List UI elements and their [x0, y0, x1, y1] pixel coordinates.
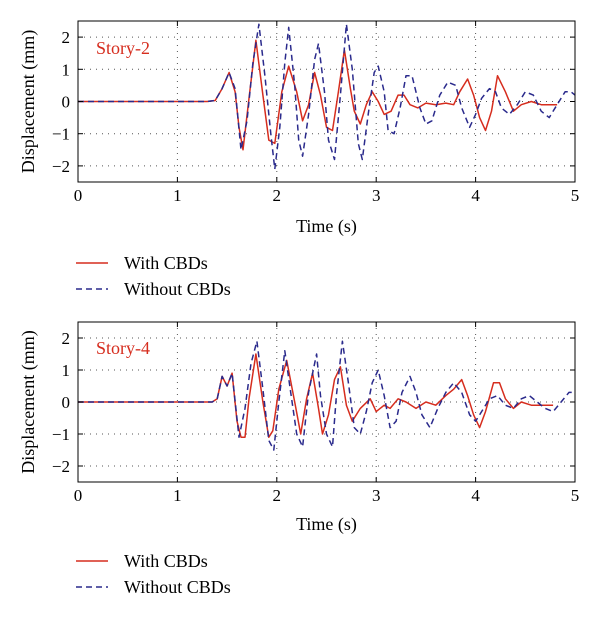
series-line-with-cbds — [78, 39, 558, 151]
x-tick-label: 5 — [571, 486, 580, 505]
x-tick-label: 4 — [471, 186, 480, 205]
x-axis-title: Time (s) — [296, 514, 357, 535]
y-tick-label: 0 — [62, 93, 71, 112]
x-tick-label: 3 — [372, 486, 381, 505]
legend: With CBDs Without CBDs — [76, 253, 231, 299]
x-tick-label: 1 — [173, 186, 182, 205]
y-tick-label: −1 — [52, 125, 70, 144]
y-tick-label: 2 — [62, 28, 71, 47]
panel-label: Story-2 — [96, 38, 150, 58]
y-tick-label: −1 — [52, 425, 70, 444]
y-tick-label: 1 — [62, 60, 71, 79]
x-tick-label: 0 — [74, 186, 83, 205]
x-tick-label: 4 — [471, 486, 480, 505]
series-line-without-cbds — [78, 340, 575, 451]
y-axis-title: Displacement (mm) — [18, 330, 39, 473]
legend-label: With CBDs — [124, 551, 208, 571]
x-tick-label: 5 — [571, 186, 580, 205]
legend: With CBDs Without CBDs — [76, 551, 231, 597]
y-axis-title: Displacement (mm) — [18, 30, 39, 173]
x-tick-label: 3 — [372, 186, 381, 205]
y-tick-label: 2 — [62, 329, 71, 348]
chart-panel-1: 0 1 2 3 4 5 −2 −1 0 1 2 Time (s) Displacement (mm) St… — [18, 20, 579, 299]
y-tick-label: −2 — [52, 157, 70, 176]
x-tick-label: 1 — [173, 486, 182, 505]
series-line-with-cbds — [78, 353, 554, 438]
x-axis-title: Time (s) — [296, 216, 357, 237]
chart-panel-2: 0 1 2 3 4 5 −2 −1 0 1 2 Time (s) Displacement (mm) St… — [18, 321, 579, 597]
y-tick-label: 1 — [62, 361, 71, 380]
y-tick-label: −2 — [52, 457, 70, 476]
ticks: 0 1 2 3 4 5 −2 −1 0 1 2 — [52, 322, 579, 505]
y-tick-label: 0 — [62, 393, 71, 412]
x-tick-label: 2 — [273, 186, 282, 205]
x-tick-label: 2 — [273, 486, 282, 505]
legend-label: Without CBDs — [124, 577, 231, 597]
series-line-without-cbds — [78, 23, 575, 170]
grid — [78, 21, 575, 182]
panel-label: Story-4 — [96, 338, 150, 358]
legend-label: With CBDs — [124, 253, 208, 273]
grid — [78, 322, 575, 482]
x-tick-label: 0 — [74, 486, 83, 505]
legend-label: Without CBDs — [124, 279, 231, 299]
ticks: 0 1 2 3 4 5 −2 −1 0 1 2 — [52, 21, 579, 205]
